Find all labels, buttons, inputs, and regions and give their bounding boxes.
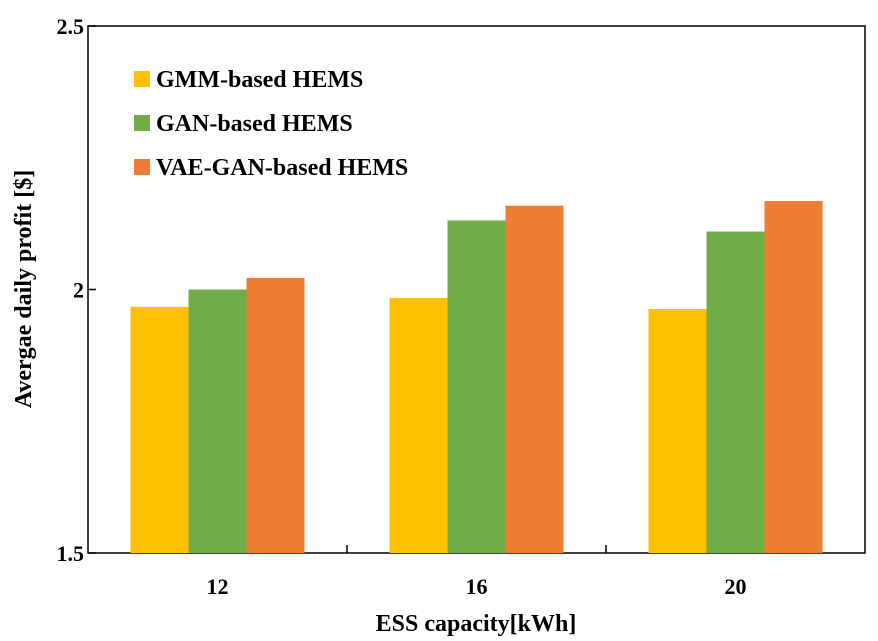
y-tick-label: 2 <box>73 278 84 303</box>
legend-label: GMM-based HEMS <box>156 67 363 93</box>
legend-label: GAN-based HEMS <box>156 111 353 137</box>
axes-group: 1.5 2 2.5 12 16 20 <box>57 14 747 599</box>
bar-vae-12 <box>246 277 305 553</box>
y-tick-label: 2.5 <box>57 14 85 39</box>
legend-swatch <box>134 159 150 175</box>
bar-gan-12 <box>188 289 247 553</box>
legend-label: VAE-GAN-based HEMS <box>156 155 408 181</box>
bar-vae-20 <box>764 200 823 554</box>
y-tick-label: 1.5 <box>57 541 85 566</box>
x-tick-label: 16 <box>466 574 488 599</box>
bar-gan-16 <box>447 220 506 553</box>
x-axis-title: ESS capacity[kWh] <box>376 611 577 637</box>
bars-group <box>130 200 823 554</box>
legend: GMM-based HEMS GAN-based HEMS VAE-GAN-base… <box>134 67 408 181</box>
bar-gmm-12 <box>130 306 189 553</box>
bar-vae-16 <box>505 205 564 553</box>
bar-gmm-16 <box>389 297 448 553</box>
legend-swatch <box>134 115 150 131</box>
bar-gan-20 <box>706 231 765 553</box>
x-tick-label: 20 <box>725 574 747 599</box>
legend-swatch <box>134 71 150 87</box>
x-tick-label: 12 <box>207 574 229 599</box>
bar-gmm-20 <box>648 308 707 553</box>
y-axis-title: Avergae daily profit [$] <box>11 170 37 408</box>
